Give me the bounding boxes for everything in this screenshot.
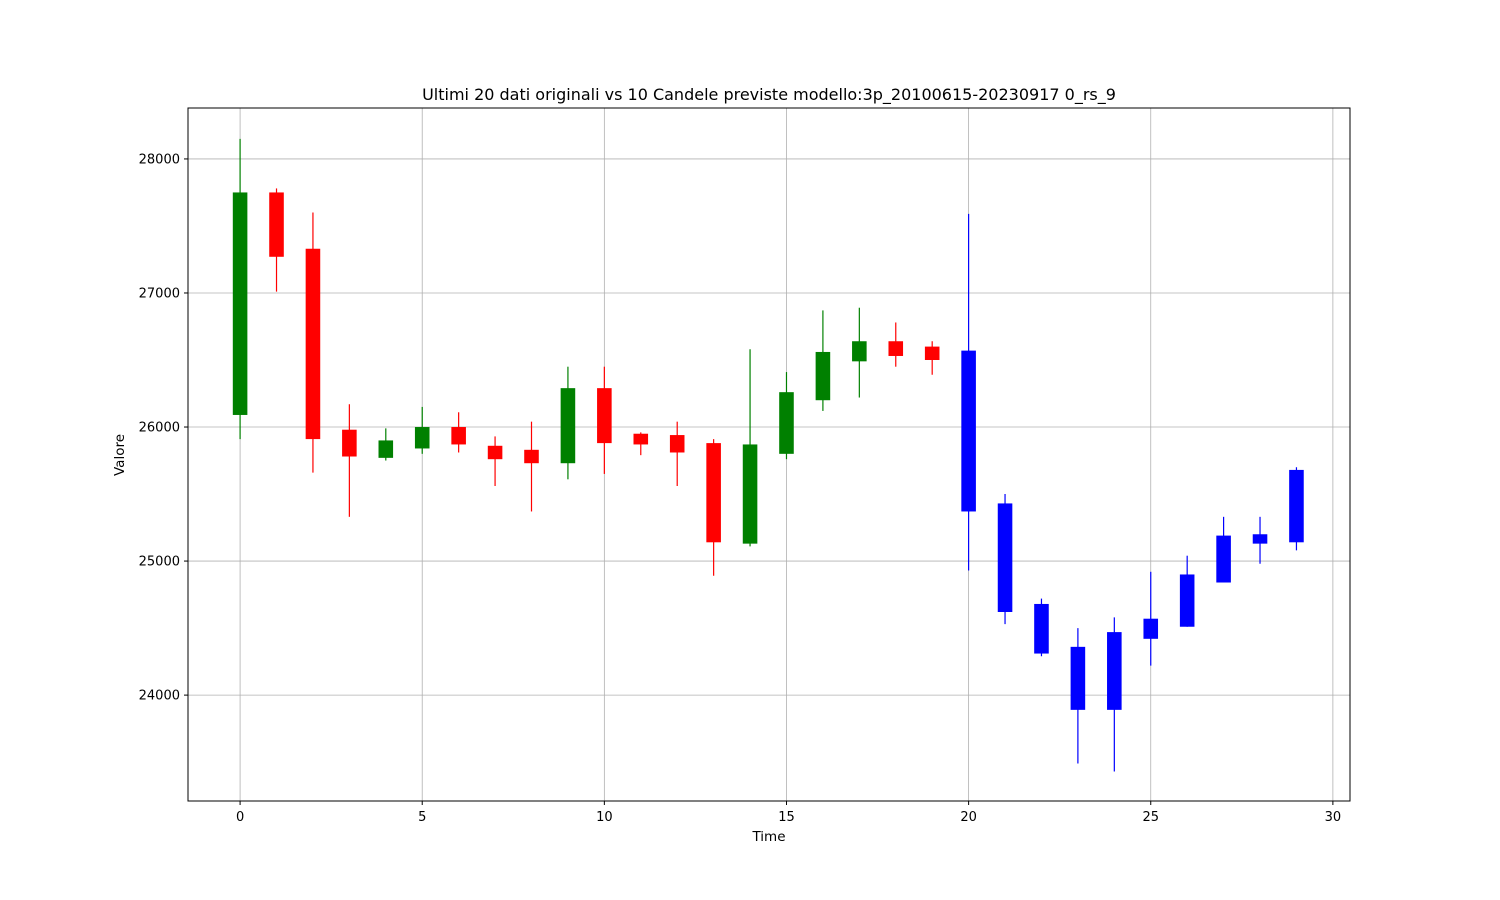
candle-body: [1252, 534, 1268, 544]
y-axis-label: Valore: [112, 434, 128, 476]
forecast-candle: [1143, 571, 1159, 666]
candle-body: [1143, 618, 1159, 639]
candle: [269, 188, 284, 292]
candle: [232, 138, 248, 440]
candle-body: [1179, 574, 1195, 627]
candle-body: [633, 433, 649, 445]
candle: [560, 366, 576, 480]
candle: [487, 436, 503, 486]
candle-body: [305, 248, 321, 440]
candle-body: [451, 427, 466, 445]
candle-body: [888, 341, 904, 356]
tick-layer: 0 5 10 15 20 25 30 24000 25000 26000 27000 28000: [139, 152, 1342, 825]
y-tick-label: 26000: [139, 421, 180, 436]
candle-body: [669, 435, 685, 453]
candle: [414, 406, 430, 454]
y-tick-label: 24000: [139, 689, 180, 704]
forecast-candle: [1289, 467, 1304, 551]
candle: [342, 404, 357, 517]
forecast-candle: [1034, 598, 1049, 657]
candle-body: [742, 444, 758, 544]
candle-body: [924, 346, 940, 360]
x-tick-label: 30: [1325, 810, 1342, 825]
candle: [597, 366, 612, 474]
plot-frame: [187, 107, 1351, 802]
candle: [524, 421, 539, 512]
candle-layer: [232, 138, 1304, 772]
forecast-candle: [1179, 555, 1195, 627]
candle-body: [961, 350, 976, 512]
candle-body: [852, 341, 867, 362]
candle: [742, 349, 758, 547]
candle-body: [997, 503, 1013, 612]
x-tick-label: 20: [960, 810, 977, 825]
candle-body: [487, 445, 503, 460]
forecast-candle: [1070, 628, 1086, 764]
x-tick-label: 0: [236, 810, 244, 825]
x-tick-label: 5: [418, 810, 426, 825]
candle-body: [1070, 646, 1086, 710]
candle: [779, 372, 794, 460]
candle-body: [414, 427, 430, 449]
candle: [706, 439, 721, 576]
x-tick-label: 15: [778, 810, 795, 825]
candle-body: [232, 192, 248, 415]
x-axis-label: Time: [751, 829, 785, 845]
x-tick-label: 25: [1142, 810, 1159, 825]
candle-body: [269, 192, 284, 257]
chart-title: Ultimi 20 dati originali vs 10 Candele p…: [422, 85, 1116, 105]
candle-body: [1289, 469, 1304, 543]
y-tick-label: 27000: [139, 286, 180, 301]
candle-body: [378, 440, 394, 458]
candle: [924, 341, 940, 375]
candle-body: [706, 443, 721, 543]
candle: [815, 310, 831, 411]
x-tick-label: 10: [596, 810, 613, 825]
candle-body: [1107, 632, 1122, 710]
candle: [378, 428, 394, 461]
candle: [633, 432, 649, 456]
y-tick-label: 28000: [139, 152, 180, 167]
forecast-candle: [997, 494, 1013, 625]
candle: [888, 322, 904, 367]
candle-body: [1034, 603, 1049, 654]
candle-body: [815, 351, 831, 401]
candle-body: [779, 392, 794, 454]
candle: [451, 412, 466, 453]
candle-body: [560, 388, 576, 464]
forecast-candle: [1252, 516, 1268, 564]
candle-body: [342, 429, 357, 457]
candle-body: [1216, 535, 1231, 583]
candle: [305, 212, 321, 473]
candle-body: [597, 388, 612, 444]
forecast-candle: [1216, 516, 1231, 583]
y-tick-label: 25000: [139, 555, 180, 570]
candle-body: [524, 449, 539, 464]
forecast-candle: [1107, 617, 1122, 772]
candle: [669, 421, 685, 486]
forecast-candle: [961, 213, 976, 571]
candle: [852, 307, 867, 398]
